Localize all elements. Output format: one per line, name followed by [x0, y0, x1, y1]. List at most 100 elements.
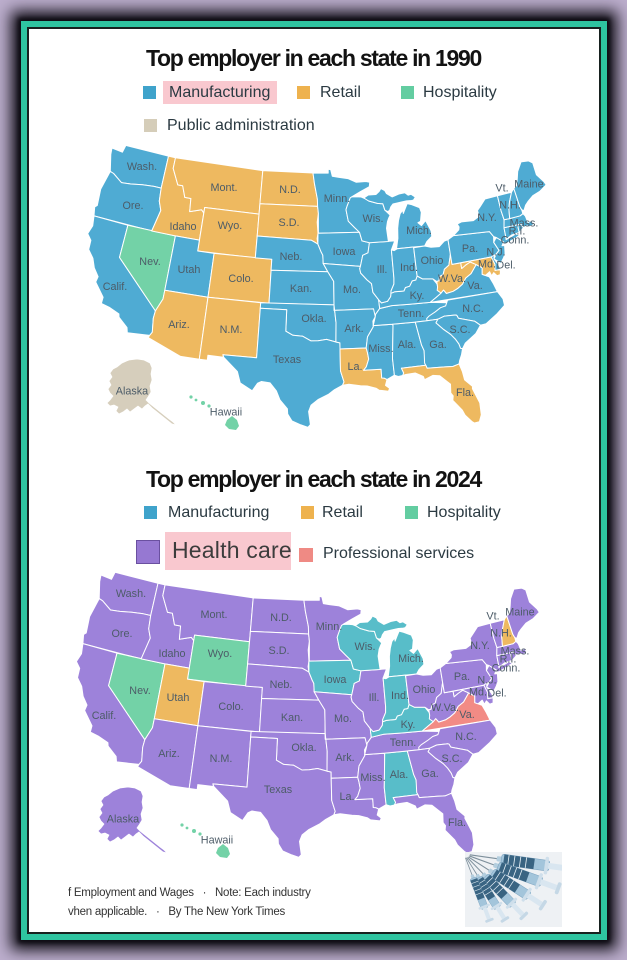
svg-text:Nev.: Nev.: [129, 685, 150, 697]
svg-text:W.Va.: W.Va.: [438, 273, 466, 285]
svg-text:Del.: Del.: [487, 688, 506, 700]
svg-text:Mo.: Mo.: [334, 713, 352, 725]
svg-text:Mont.: Mont.: [200, 609, 227, 621]
svg-text:Del.: Del.: [496, 260, 515, 272]
svg-text:Ga.: Ga.: [429, 339, 446, 351]
svg-text:La.: La.: [347, 361, 362, 373]
svg-text:Ohio: Ohio: [413, 684, 436, 696]
svg-text:Ga.: Ga.: [421, 768, 438, 780]
svg-text:La.: La.: [339, 791, 354, 803]
svg-text:Va.: Va.: [459, 709, 474, 721]
svg-text:N.D.: N.D.: [279, 184, 301, 196]
svg-text:Texas: Texas: [264, 784, 293, 796]
svg-text:Okla.: Okla.: [301, 313, 326, 325]
svg-text:Ore.: Ore.: [112, 628, 133, 640]
svg-text:Nev.: Nev.: [139, 256, 160, 268]
svg-text:Ill.: Ill.: [377, 264, 388, 276]
svg-text:Ky.: Ky.: [401, 719, 416, 731]
svg-text:S.C.: S.C.: [442, 753, 463, 765]
svg-text:Mo.: Mo.: [343, 284, 361, 296]
svg-text:Mass.: Mass.: [501, 646, 530, 658]
svg-text:Vt.: Vt.: [495, 183, 508, 195]
svg-text:Ky.: Ky.: [410, 290, 425, 302]
svg-text:Texas: Texas: [273, 354, 302, 366]
svg-text:N.J.: N.J.: [486, 247, 505, 259]
svg-text:Ore.: Ore.: [123, 200, 144, 212]
svg-text:Wash.: Wash.: [116, 588, 146, 600]
svg-text:Minn.: Minn.: [316, 621, 342, 633]
svg-text:N.H.: N.H.: [490, 628, 512, 640]
svg-text:Ark.: Ark.: [344, 323, 363, 335]
svg-text:Wis.: Wis.: [355, 641, 376, 653]
svg-text:Alaska: Alaska: [116, 386, 148, 398]
svg-text:Miss.: Miss.: [360, 772, 385, 784]
svg-text:Wis.: Wis.: [363, 213, 384, 225]
svg-text:Kan.: Kan.: [290, 283, 312, 295]
svg-text:Fla.: Fla.: [456, 387, 474, 399]
svg-text:Neb.: Neb.: [280, 251, 303, 263]
svg-text:N.J.: N.J.: [477, 675, 496, 687]
svg-text:Iowa: Iowa: [324, 674, 347, 686]
svg-text:Mont.: Mont.: [210, 182, 237, 194]
svg-text:S.C.: S.C.: [450, 324, 471, 336]
svg-text:Colo.: Colo.: [218, 701, 243, 713]
svg-text:Conn.: Conn.: [501, 235, 530, 247]
svg-text:Va.: Va.: [467, 280, 482, 292]
svg-text:Wyo.: Wyo.: [218, 220, 243, 232]
svg-text:N.H.: N.H.: [499, 200, 521, 212]
svg-text:Maine: Maine: [505, 607, 534, 619]
svg-text:Ark.: Ark.: [335, 752, 354, 764]
svg-text:Calif.: Calif.: [103, 281, 128, 293]
svg-text:Ind.: Ind.: [400, 262, 418, 274]
svg-text:Mich.: Mich.: [406, 225, 432, 237]
svg-text:Pa.: Pa.: [462, 243, 478, 255]
svg-text:N.D.: N.D.: [270, 612, 292, 624]
svg-text:Hawaii: Hawaii: [201, 835, 233, 847]
svg-text:Utah: Utah: [167, 692, 190, 704]
svg-text:N.C.: N.C.: [455, 731, 477, 743]
svg-text:Utah: Utah: [178, 264, 201, 276]
svg-text:Idaho: Idaho: [158, 648, 185, 660]
svg-text:R.I.: R.I.: [509, 226, 526, 238]
svg-text:Ill.: Ill.: [369, 692, 380, 704]
svg-text:Md.: Md.: [469, 687, 487, 699]
svg-text:Okla.: Okla.: [291, 742, 316, 754]
svg-text:Maine: Maine: [514, 179, 543, 191]
svg-text:N.M.: N.M.: [220, 324, 243, 336]
svg-text:Fla.: Fla.: [448, 817, 466, 829]
svg-text:R.I.: R.I.: [500, 654, 517, 666]
svg-text:Wash.: Wash.: [127, 161, 157, 173]
svg-text:Ariz.: Ariz.: [158, 748, 180, 760]
svg-text:Colo.: Colo.: [228, 273, 253, 285]
svg-text:Ala.: Ala.: [398, 339, 417, 351]
svg-text:Miss.: Miss.: [368, 343, 393, 355]
svg-text:N.Y.: N.Y.: [470, 640, 490, 652]
svg-text:Mass.: Mass.: [510, 218, 539, 230]
svg-text:Ohio: Ohio: [421, 255, 444, 267]
svg-text:Tenn.: Tenn.: [398, 308, 424, 320]
svg-text:N.C.: N.C.: [462, 303, 484, 315]
svg-text:Pa.: Pa.: [454, 671, 470, 683]
svg-text:Vt.: Vt.: [486, 611, 499, 623]
svg-text:Ariz.: Ariz.: [168, 319, 190, 331]
svg-text:N.Y.: N.Y.: [477, 212, 497, 224]
svg-text:Md.: Md.: [478, 259, 496, 271]
svg-text:Ind.: Ind.: [391, 690, 409, 702]
svg-text:Hawaii: Hawaii: [210, 407, 242, 419]
svg-text:S.D.: S.D.: [269, 645, 290, 657]
svg-text:Mich.: Mich.: [398, 653, 424, 665]
svg-text:Neb.: Neb.: [270, 679, 293, 691]
svg-text:Iowa: Iowa: [333, 246, 356, 258]
svg-text:S.D.: S.D.: [279, 217, 300, 229]
svg-text:Minn.: Minn.: [324, 193, 350, 205]
svg-text:Conn.: Conn.: [492, 663, 521, 675]
svg-text:Tenn.: Tenn.: [390, 737, 416, 749]
svg-text:Kan.: Kan.: [281, 712, 303, 724]
svg-text:Calif.: Calif.: [92, 710, 117, 722]
svg-text:Alaska: Alaska: [107, 814, 139, 826]
svg-text:N.M.: N.M.: [210, 753, 233, 765]
svg-text:Ala.: Ala.: [390, 769, 409, 781]
svg-text:Idaho: Idaho: [169, 221, 196, 233]
svg-text:W.Va.: W.Va.: [431, 702, 459, 714]
svg-text:Wyo.: Wyo.: [208, 648, 233, 660]
